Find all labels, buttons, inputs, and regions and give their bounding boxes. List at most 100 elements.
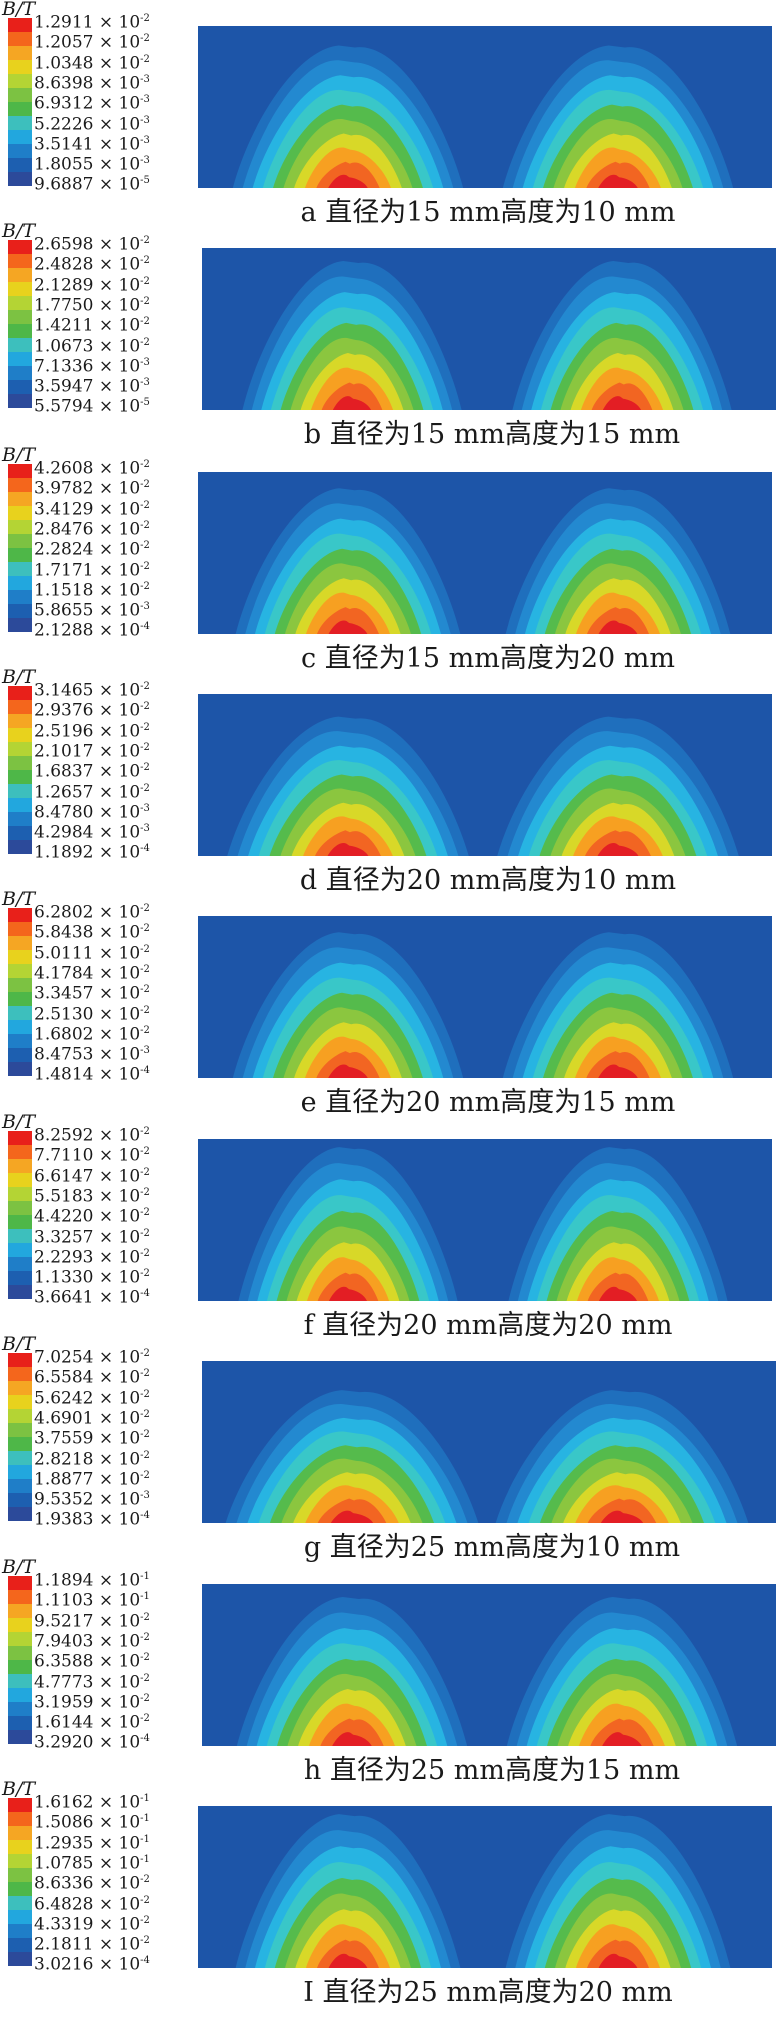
legend-title: B/T [2, 1111, 36, 1133]
contour-band [586, 1051, 650, 1078]
colorbar-tick-label: 5.5183 × 10-2 [34, 1186, 150, 1207]
colorbar-segment [8, 1381, 32, 1395]
colorbar-segment [8, 46, 32, 60]
tick-exponent: -2 [140, 963, 150, 975]
tick-exponent: -3 [140, 802, 150, 814]
colorbar-tick-label: 1.6837 × 10-2 [34, 763, 150, 781]
tick-mantissa: 3.5141 × 10 [34, 134, 141, 155]
panel-caption: d 直径为20 mm高度为10 mm [299, 865, 677, 896]
legend-title: B/T [2, 444, 36, 466]
colorbar-segment [8, 964, 32, 978]
colorbar-tick-label: 2.1017 × 10-2 [34, 741, 150, 762]
tick-exponent: -2 [140, 984, 150, 996]
colorbar-tick-label: 3.3257 × 10-2 [34, 1227, 150, 1248]
contour-band [586, 161, 650, 188]
contour-plot [198, 694, 772, 856]
colorbar-tick-label: 1.0673 × 10-2 [34, 337, 150, 356]
colorbar-segment [8, 950, 32, 964]
contour-plot [198, 1806, 772, 1968]
tick-mantissa: 3.5947 × 10 [34, 376, 141, 397]
colorbar-segment [8, 908, 32, 922]
tick-mantissa: 1.7171 × 10 [34, 560, 141, 581]
tick-exponent: -1 [140, 1833, 150, 1845]
colorbar-segment [8, 1006, 32, 1020]
colorbar-tick-label: 4.1784 × 10-2 [34, 963, 150, 983]
tick-mantissa: 5.5183 × 10 [34, 1186, 141, 1207]
tick-mantissa: 1.1892 × 10 [34, 843, 141, 864]
colorbar-tick-label: 6.5584 × 10-2 [34, 1369, 150, 1387]
tick-exponent: -1 [140, 1571, 150, 1582]
contour-band [328, 1953, 368, 1968]
field-panel: B/T 1.6162 × 10-1 1.5086 × 10-1 1.2935 × 10… [0, 1778, 780, 2008]
colorbar-segment [8, 1507, 32, 1521]
field-panel: B/T 6.2802 × 10-2 5.8438 × 10-2 5.0111 × 10… [0, 888, 780, 1118]
tick-exponent: -2 [140, 275, 150, 287]
tick-mantissa: 6.3588 × 10 [34, 1651, 141, 1672]
colorbar-tick-label: 3.2920 × 10-4 [34, 1734, 150, 1752]
colorbar-tick-label: 7.0254 × 10-2 [34, 1349, 150, 1367]
tick-mantissa: 2.8476 × 10 [34, 519, 141, 540]
colorbar-segment [8, 562, 32, 576]
field-panel: B/T 2.6598 × 10-2 2.4828 × 10-2 2.1289 × 10… [0, 220, 780, 450]
colorbar-tick-label: 2.2293 × 10-2 [34, 1248, 150, 1267]
colorbar-tick-label: 1.2911 × 10-2 [34, 14, 150, 32]
colorbar-segment [8, 1187, 32, 1201]
colorbar-segment [8, 102, 32, 116]
tick-exponent: -2 [140, 1408, 150, 1420]
tick-exponent: -2 [140, 1672, 150, 1684]
tick-exponent: -2 [140, 560, 150, 572]
colorbar-segment [8, 618, 32, 632]
tick-exponent: -2 [140, 1268, 150, 1280]
colorbar-tick-label: 1.1894 × 10-1 [34, 1572, 150, 1590]
tick-exponent: -2 [140, 1388, 150, 1400]
tick-mantissa: 1.4814 × 10 [34, 1065, 141, 1086]
tick-exponent: -4 [140, 843, 150, 855]
colorbar-segment [8, 310, 32, 324]
colorbar-tick-label: 1.4211 × 10-2 [34, 317, 150, 335]
tick-exponent: -2 [140, 53, 150, 65]
colorbar-tick-label: 3.3457 × 10-2 [34, 985, 150, 1003]
colorbar-segment [8, 1868, 32, 1882]
tick-mantissa: 3.1959 × 10 [34, 1692, 141, 1713]
panel-caption: e 直径为20 mm高度为15 mm [300, 1087, 676, 1118]
colorbar-segment [8, 1243, 32, 1257]
colorbar [8, 686, 32, 854]
tick-mantissa: 1.0785 × 10 [34, 1853, 141, 1874]
colorbar-tick-label: 1.2057 × 10-2 [34, 34, 150, 52]
tick-mantissa: 1.2057 × 10 [34, 32, 141, 53]
tick-exponent: -3 [140, 356, 150, 368]
contour-band [585, 830, 651, 856]
tick-exponent: -1 [140, 1853, 150, 1865]
tick-mantissa: 1.6162 × 10 [34, 1792, 141, 1813]
panel-caption: a 直径为15 mm高度为10 mm [300, 197, 676, 228]
colorbar-tick-label: 1.2935 × 10-1 [34, 1833, 150, 1853]
panel-caption: h 直径为25 mm高度为15 mm [303, 1755, 681, 1786]
tick-exponent: -2 [140, 1024, 150, 1036]
contour-band [598, 1064, 638, 1078]
tick-exponent: -3 [140, 377, 150, 389]
tick-mantissa: 5.2226 × 10 [34, 114, 141, 135]
tick-exponent: -2 [140, 782, 150, 794]
colorbar-segment [8, 1353, 32, 1367]
tick-mantissa: 3.3257 × 10 [34, 1227, 141, 1248]
tick-mantissa: 2.9376 × 10 [34, 700, 141, 721]
colorbar-segment [8, 784, 32, 798]
tick-mantissa: 8.6398 × 10 [34, 73, 141, 94]
colorbar-segment [8, 1730, 32, 1744]
tick-mantissa: 2.1017 × 10 [34, 741, 141, 762]
colorbar-segment [8, 686, 32, 700]
tick-exponent: -2 [140, 499, 150, 511]
colorbar-segment [8, 700, 32, 714]
field-panel: B/T 1.2911 × 10-2 1.2057 × 10-2 1.0348 × 10… [0, 0, 780, 228]
tick-mantissa: 5.6242 × 10 [34, 1388, 141, 1409]
colorbar-segment [8, 1409, 32, 1423]
tick-mantissa: 1.2911 × 10 [34, 12, 141, 33]
tick-mantissa: 3.3457 × 10 [34, 983, 141, 1004]
tick-mantissa: 4.6901 × 10 [34, 1408, 141, 1429]
colorbar-segment [8, 1910, 32, 1924]
colorbar-tick-label: 7.1336 × 10-3 [34, 356, 150, 376]
colorbar-segment [8, 268, 32, 282]
colorbar-tick-label: 2.1811 × 10-2 [34, 1936, 150, 1954]
colorbar-segment [8, 1798, 32, 1812]
tick-mantissa: 1.8877 × 10 [34, 1469, 141, 1490]
